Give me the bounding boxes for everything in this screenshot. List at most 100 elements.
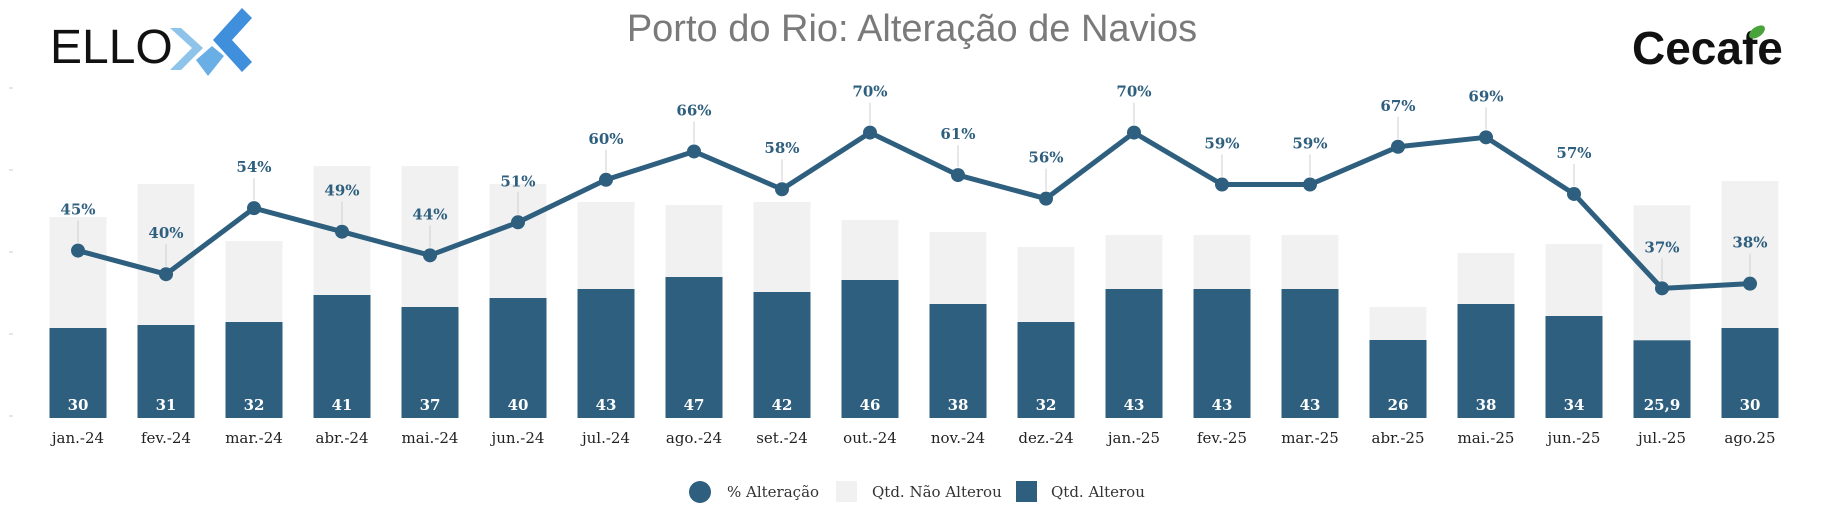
- pct-point: [599, 172, 613, 187]
- bars-not-altered: [49, 166, 1779, 341]
- bar-value-label: 42: [772, 396, 793, 414]
- bar-value-label: 32: [1036, 396, 1057, 414]
- bar-not-altered: [1369, 307, 1427, 340]
- bar-value-label: 25,9: [1644, 396, 1681, 414]
- pct-label: 59%: [1292, 135, 1327, 153]
- pct-point: [1567, 186, 1581, 201]
- bars-altered: [49, 277, 1779, 418]
- category-label: mar.-25: [1281, 429, 1339, 447]
- category-label: abr.-24: [316, 429, 369, 447]
- category-label: jun.-25: [1546, 429, 1601, 447]
- bar-value-label: 43: [1300, 396, 1321, 414]
- pct-point: [1215, 177, 1229, 192]
- coffee-leaf-icon: [1749, 25, 1765, 39]
- category-label: nov.-24: [931, 429, 985, 447]
- pct-point: [1303, 177, 1317, 192]
- pct-label: 51%: [500, 172, 535, 190]
- bar-not-altered: [1457, 253, 1515, 304]
- category-label: fev.-24: [141, 429, 191, 447]
- bar-value-label: 41: [332, 396, 353, 414]
- pct-point: [775, 182, 789, 197]
- pct-point: [687, 144, 701, 159]
- category-labels: jan.-24 fev.-24 mar.-24 abr.-24 mai.-24 jun.-…: [50, 429, 1776, 447]
- bar-not-altered: [225, 241, 283, 322]
- bar-altered: [1633, 340, 1691, 418]
- pct-point: [159, 267, 173, 282]
- bar-value-label: 32: [244, 396, 265, 414]
- cecafe-logo: Cecafe: [1632, 22, 1783, 74]
- category-label: jan.-25: [1106, 429, 1160, 447]
- bar-value-label: 37: [420, 396, 441, 414]
- pct-point: [71, 243, 85, 258]
- bar-not-altered: [1017, 247, 1075, 322]
- pct-label: 57%: [1556, 144, 1591, 162]
- category-label: ago.-24: [666, 429, 722, 447]
- pct-point: [1655, 281, 1669, 296]
- pct-label: 70%: [1116, 83, 1151, 101]
- pct-labels: 45% 40% 54% 49% 44% 51% 60% 66% 58% 70% 61% 56% 70% 5…: [60, 83, 1767, 257]
- bar-altered: [665, 277, 723, 418]
- bar-altered: [137, 325, 195, 418]
- bar-value-label: 47: [684, 396, 705, 414]
- category-label: mai.-25: [1458, 429, 1515, 447]
- pct-label: 37%: [1644, 238, 1679, 256]
- bar-altered: [841, 280, 899, 418]
- category-label: jul.-24: [580, 429, 630, 447]
- bar-not-altered: [1105, 235, 1163, 289]
- bar-altered: [1105, 289, 1163, 418]
- bar-not-altered: [753, 202, 811, 292]
- bar-value-label: 40: [508, 396, 529, 414]
- bar-altered: [1281, 289, 1339, 418]
- pct-label: 69%: [1468, 87, 1503, 105]
- category-label: fev.-25: [1197, 429, 1247, 447]
- legend-label-not-altered: Qtd. Não Alterou: [872, 483, 1002, 501]
- category-label: jan.-24: [50, 429, 104, 447]
- pct-point: [335, 224, 349, 239]
- pct-label: 56%: [1028, 149, 1063, 167]
- pct-line: [71, 125, 1757, 296]
- bar-altered: [753, 292, 811, 418]
- pct-point: [247, 201, 261, 216]
- pct-label: 61%: [940, 125, 975, 143]
- bar-value-label: 46: [860, 396, 881, 414]
- bar-not-altered: [1193, 235, 1251, 289]
- pct-point: [1039, 191, 1053, 206]
- category-label: mar.-24: [225, 429, 283, 447]
- pct-label: 54%: [236, 158, 271, 176]
- pct-point: [511, 215, 525, 230]
- bar-value-label: 43: [1212, 396, 1233, 414]
- pct-label: 59%: [1204, 135, 1239, 153]
- legend-label-altered: Qtd. Alterou: [1051, 483, 1145, 501]
- category-label: ago.25: [1724, 429, 1775, 447]
- pct-series-line: [77, 130, 1751, 291]
- bar-value-labels: 30 31 32 41 37 40 43 47 42 46 38 32 43 43 43 26 38 34 25,9…: [68, 396, 1761, 414]
- bar-altered: [225, 322, 283, 418]
- bar-altered: [1545, 316, 1603, 418]
- bar-not-altered: [577, 202, 635, 289]
- ello-logo-text: ELLO: [50, 21, 173, 74]
- bar-not-altered: [1281, 235, 1339, 289]
- pct-label: 66%: [676, 101, 711, 119]
- pct-label: 58%: [764, 139, 799, 157]
- category-label: jun.-24: [490, 429, 545, 447]
- bar-value-label: 38: [948, 396, 969, 414]
- pct-point: [1391, 139, 1405, 154]
- pct-point: [863, 125, 877, 140]
- pct-point: [1479, 130, 1493, 145]
- bar-value-label: 34: [1564, 396, 1585, 414]
- pct-point: [951, 168, 965, 183]
- bar-altered: [929, 304, 987, 418]
- bar-value-label: 38: [1476, 396, 1497, 414]
- pct-label: 60%: [588, 130, 623, 148]
- bar-altered: [489, 298, 547, 418]
- bar-value-label: 30: [1740, 396, 1761, 414]
- bar-altered: [313, 295, 371, 418]
- bar-value-label: 31: [156, 396, 177, 414]
- legend-marker-not-altered: [836, 481, 857, 502]
- category-label: out.-24: [843, 429, 897, 447]
- category-label: mai.-24: [402, 429, 459, 447]
- bar-not-altered: [929, 232, 987, 304]
- pct-point: [1127, 125, 1141, 140]
- bar-value-label: 30: [68, 396, 89, 414]
- bar-altered: [1017, 322, 1075, 418]
